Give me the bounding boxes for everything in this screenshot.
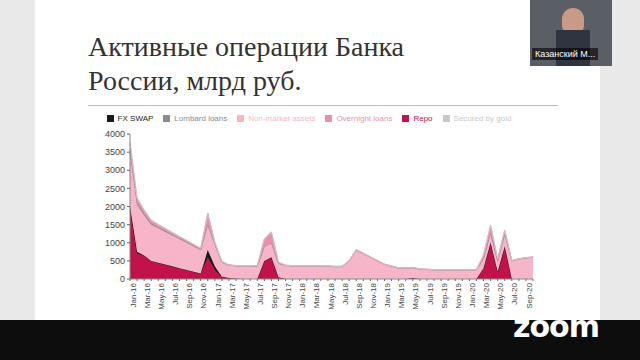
svg-text:Jul-20: Jul-20 xyxy=(510,282,519,304)
svg-text:Sep-18: Sep-18 xyxy=(355,282,364,308)
svg-text:Jul-16: Jul-16 xyxy=(171,282,180,304)
svg-text:Jan-17: Jan-17 xyxy=(214,282,223,307)
svg-text:Mar-18: Mar-18 xyxy=(313,282,322,308)
svg-text:Mar-16: Mar-16 xyxy=(143,282,152,308)
svg-text:2500: 2500 xyxy=(105,184,125,194)
svg-text:Jul-19: Jul-19 xyxy=(426,282,435,304)
svg-text:Jan-20: Jan-20 xyxy=(468,282,477,307)
svg-text:Sep-17: Sep-17 xyxy=(270,282,279,308)
html-text:Lombard loans: Lombard loans xyxy=(174,114,228,123)
html-text:Активные операции Банка России: Активные операции Банка России, млрд руб… xyxy=(88,31,404,96)
svg-text:May-20: May-20 xyxy=(496,282,505,309)
html-text:Repo: Repo xyxy=(413,114,433,123)
svg-text:Jul-17: Jul-17 xyxy=(256,282,265,304)
svg-text:Jan-19: Jan-19 xyxy=(383,282,392,307)
svg-text:0: 0 xyxy=(120,274,125,284)
svg-text:Sep-19: Sep-19 xyxy=(440,282,449,308)
html-text:Казанский М...: Казанский М... xyxy=(535,49,596,59)
svg-text:2000: 2000 xyxy=(105,202,125,212)
svg-text:Nov-16: Nov-16 xyxy=(199,282,208,308)
svg-text:Sep-16: Sep-16 xyxy=(185,282,194,308)
svg-text:Nov-18: Nov-18 xyxy=(369,282,378,308)
svg-text:500: 500 xyxy=(110,256,125,266)
svg-text:May-17: May-17 xyxy=(242,282,251,309)
html-text:Non-market assets: Non-market assets xyxy=(248,114,316,123)
svg-text:Jan-16: Jan-16 xyxy=(129,282,138,307)
html-text:Secured by gold: Secured by gold xyxy=(453,114,512,123)
svg-text:3500: 3500 xyxy=(105,147,125,157)
svg-text:May-19: May-19 xyxy=(411,282,420,309)
svg-text:Nov-17: Nov-17 xyxy=(284,282,293,308)
html-text:Overnight loans: Overnight loans xyxy=(336,114,393,123)
html-text:zoom: zoom xyxy=(513,309,599,344)
svg-text:Jan-18: Jan-18 xyxy=(298,282,307,307)
svg-text:Mar-17: Mar-17 xyxy=(228,282,237,308)
svg-text:4000: 4000 xyxy=(105,129,125,139)
svg-text:Jul-18: Jul-18 xyxy=(341,282,350,304)
svg-text:3000: 3000 xyxy=(105,165,125,175)
html-text:FX SWAP: FX SWAP xyxy=(117,114,154,123)
svg-text:Sep-20: Sep-20 xyxy=(525,282,534,308)
svg-text:Mar-20: Mar-20 xyxy=(482,282,491,308)
svg-text:Mar-19: Mar-19 xyxy=(397,282,406,308)
svg-text:1000: 1000 xyxy=(105,238,125,248)
svg-text:May-16: May-16 xyxy=(157,282,166,309)
svg-text:May-18: May-18 xyxy=(327,282,336,309)
svg-text:Nov-19: Nov-19 xyxy=(454,282,463,308)
svg-text:1500: 1500 xyxy=(105,220,125,230)
